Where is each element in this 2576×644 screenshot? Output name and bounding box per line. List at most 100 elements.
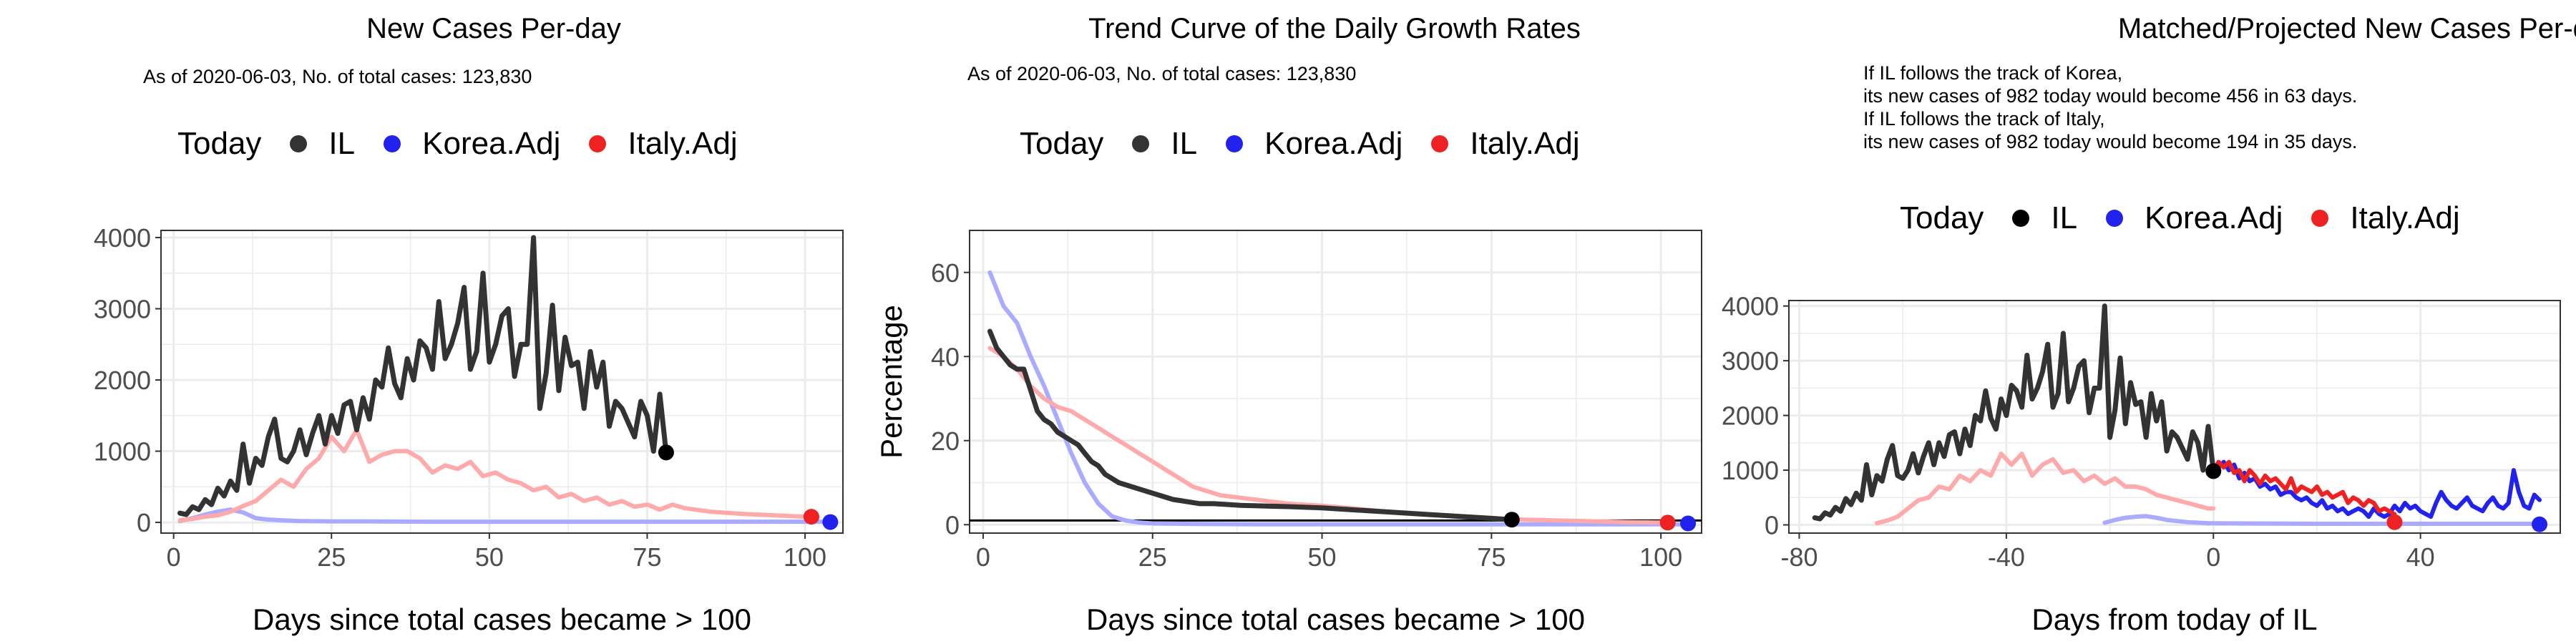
legend: Today IL Korea.Adj Italy.Adj (177, 126, 766, 162)
legend-dot-korea (1226, 135, 1244, 152)
plot-frame (969, 230, 1702, 534)
legend-item-korea: Korea.Adj (2106, 200, 2283, 236)
y-tick-label: 60 (931, 258, 960, 288)
x-tick-label: 75 (1477, 542, 1506, 572)
today-point-korea-adj (1680, 515, 1697, 532)
legend-label-italy: Italy.Adj (1470, 126, 1580, 161)
series-line-italy-adj-faint (987, 346, 1670, 525)
legend-item-il: IL (1132, 126, 1197, 162)
y-tick-label: 3000 (1722, 346, 1779, 376)
x-tick-label: 100 (784, 542, 826, 572)
chart-subtitle: As of 2020-06-03, No. of total cases: 12… (967, 63, 1357, 84)
projection-line: If IL follows the track of Korea, (1863, 62, 2123, 84)
legend-label-korea: Korea.Adj (422, 126, 561, 161)
legend-dot-korea (384, 135, 401, 152)
x-axis-title: Days since total cases became > 100 (253, 602, 751, 636)
legend-item-italy: Italy.Adj (2311, 200, 2460, 236)
series-line-il (1812, 303, 2216, 522)
x-tick-label: -40 (1988, 542, 2025, 572)
series-line-korea-adj-projected (2211, 459, 2542, 519)
series-line-italy-adj-projected (2211, 459, 2397, 517)
panel-new-cases: New Cases Per-day As of 2020-06-03, No. … (0, 0, 859, 644)
projection-text: If IL follows the track of Korea, its ne… (1863, 62, 2357, 153)
legend-dot-il (1132, 135, 1150, 152)
series-line-italy-adj-faint (1875, 452, 2216, 526)
today-point-il (658, 444, 674, 461)
today-point-il (2205, 463, 2222, 479)
y-tick-label: 2000 (94, 366, 151, 395)
x-tick-label: -80 (1780, 542, 1818, 572)
legend-dot-italy (589, 135, 607, 152)
series-line-italy-adj-faint (177, 427, 820, 523)
today-point-italy-adj (1659, 514, 1676, 531)
chart-plot: 0 25 50 75 100 0 20 40 60 Days since total cases … (874, 230, 1702, 636)
x-tick-label: 0 (2206, 542, 2220, 572)
legend-label-il: IL (328, 126, 356, 161)
today-point-korea-adj (2532, 516, 2548, 532)
legend: Today IL Korea.Adj Italy.Adj (1900, 200, 2489, 236)
plot-frame (160, 230, 844, 534)
legend-item-il: IL (2012, 200, 2077, 236)
today-point-il (1503, 512, 1520, 528)
y-tick-label: 40 (931, 342, 960, 371)
legend-label-italy: Italy.Adj (2350, 200, 2460, 235)
legend-title: Today (1900, 200, 1984, 235)
legend-label-il: IL (1171, 126, 1198, 161)
projection-line: If IL follows the track of Italy, (1863, 108, 2105, 130)
legend-label-korea: Korea.Adj (1264, 126, 1403, 161)
x-tick-label: 50 (1308, 542, 1337, 572)
legend: Today IL Korea.Adj Italy.Adj (1020, 126, 1609, 162)
legend-label-italy: Italy.Adj (628, 126, 738, 161)
legend-label-il: IL (2051, 200, 2078, 235)
chart-plot: -80 -40 0 40 0 1000 2000 3000 4000 Days from toda… (1722, 292, 2561, 636)
series-line-korea-adj-faint (987, 270, 1691, 527)
legend-item-il: IL (290, 126, 355, 162)
today-point-korea-adj (822, 514, 839, 530)
panel-growth-rates: Trend Curve of the Daily Growth Rates As… (859, 0, 1717, 644)
y-tick-label: 4000 (94, 223, 151, 253)
legend-dot-il (290, 135, 308, 152)
x-tick-label: 0 (976, 542, 990, 572)
panel-projected: Matched/Projected New Cases Per-day If I… (1717, 0, 2576, 644)
y-tick-label: 0 (945, 510, 960, 540)
x-tick-label: 50 (475, 542, 504, 572)
x-tick-label: 0 (167, 542, 181, 572)
chart-title: New Cases Per-day (366, 13, 621, 44)
y-tick-label: 0 (1765, 511, 1779, 540)
chart-subtitle: As of 2020-06-03, No. of total cases: 12… (143, 66, 532, 87)
x-tick-label: 75 (633, 542, 661, 572)
legend-dot-korea (2106, 210, 2124, 227)
legend-title: Today (177, 126, 262, 161)
x-tick-label: 40 (2406, 542, 2435, 572)
y-tick-label: 2000 (1722, 401, 1779, 431)
x-tick-label: 25 (317, 542, 346, 572)
x-axis-title: Days from today of IL (2031, 602, 2317, 636)
y-tick-label: 0 (137, 508, 151, 537)
legend-item-italy: Italy.Adj (1431, 126, 1580, 162)
legend-dot-il (2012, 210, 2030, 227)
legend-dot-italy (1431, 135, 1449, 152)
legend-item-korea: Korea.Adj (384, 126, 560, 162)
series-line-il (987, 328, 1515, 522)
projection-line: its new cases of 982 today would become … (1863, 85, 2358, 107)
plot-frame (1788, 300, 2561, 534)
legend-title: Today (1020, 126, 1104, 161)
projection-line: its new cases of 982 today would become … (1863, 131, 2358, 152)
series-line-korea-adj-faint (2102, 514, 2542, 526)
today-point-italy-adj (2386, 514, 2403, 530)
today-point-italy-adj (803, 509, 819, 525)
y-tick-label: 3000 (94, 294, 151, 323)
y-tick-label: 4000 (1722, 292, 1779, 321)
y-tick-label: 20 (931, 426, 960, 456)
legend-item-korea: Korea.Adj (1226, 126, 1402, 162)
y-tick-label: 1000 (94, 437, 151, 467)
legend-item-italy: Italy.Adj (589, 126, 738, 162)
y-axis-title: Percentage (874, 305, 908, 459)
legend-dot-italy (2311, 210, 2329, 227)
legend-label-korea: Korea.Adj (2145, 200, 2283, 235)
x-tick-label: 25 (1138, 542, 1167, 572)
x-tick-label: 100 (1639, 542, 1682, 572)
series-line-il (177, 235, 669, 517)
x-axis-title: Days since total cases became > 100 (1086, 602, 1585, 636)
